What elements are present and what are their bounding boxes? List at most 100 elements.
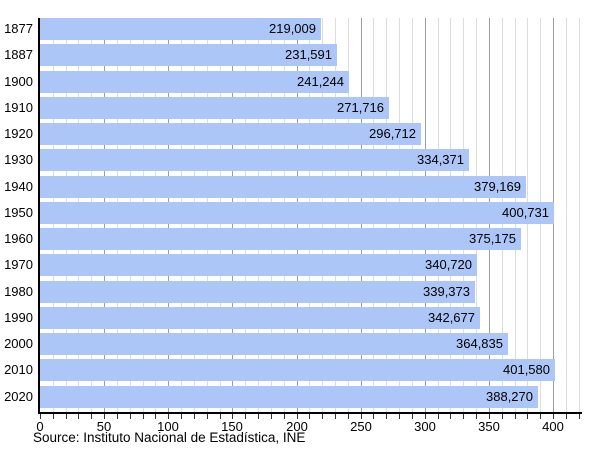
x-axis-tick [463,414,464,419]
bar-1920: 296,712 [40,123,421,145]
bar-1877: 219,009 [40,18,321,40]
x-axis-tick-label-200: 200 [286,419,308,434]
x-axis-tick [476,414,477,419]
bar-value-label: 231,591 [285,47,332,62]
bar-value-label: 219,009 [269,21,316,36]
x-axis-tick [143,414,144,419]
bar-1930: 334,371 [40,149,469,171]
bar-2020: 388,270 [40,386,538,408]
x-axis-tick [335,414,336,419]
x-axis-tick [155,414,156,419]
x-axis-tick [91,414,92,419]
bar-value-label: 342,677 [428,310,475,325]
x-axis-tick [66,414,67,419]
bar-1900: 241,244 [40,71,349,93]
x-axis-tick [168,414,169,419]
x-axis-tick [566,414,567,419]
y-axis-label-1940: 1940 [4,179,33,194]
y-axis-label-2020: 2020 [4,389,33,404]
bar-value-label: 334,371 [417,152,464,167]
y-axis-label-1877: 1877 [4,21,33,36]
y-axis-label-1887: 1887 [4,47,33,62]
x-axis-tick [309,414,310,419]
x-axis-tick [361,414,362,419]
x-axis-tick [579,414,580,419]
minor-gridline [579,18,580,412]
x-axis-tick-label-250: 250 [350,419,372,434]
x-axis-tick [373,414,374,419]
bar-value-label: 241,244 [297,74,344,89]
bar-1960: 375,175 [40,228,521,250]
x-axis-tick [438,414,439,419]
y-axis-label-2000: 2000 [4,336,33,351]
bar-value-label: 375,175 [469,231,516,246]
y-axis-line [38,18,40,414]
y-axis-label-1960: 1960 [4,231,33,246]
y-axis-label-1930: 1930 [4,152,33,167]
bar-1950: 400,731 [40,202,554,224]
x-axis-tick [232,414,233,419]
x-axis-tick [412,414,413,419]
x-axis-tick [181,414,182,419]
x-axis-tick-label-300: 300 [414,419,436,434]
y-axis-label-1980: 1980 [4,284,33,299]
x-axis-tick [284,414,285,419]
y-axis-label-1970: 1970 [4,257,33,272]
x-axis-tick [489,414,490,419]
x-axis-tick [40,414,41,419]
x-axis-tick [130,414,131,419]
plot-area: 219,009 231,591 241,244 271,716 296,712 334,3… [38,18,582,419]
x-axis-tick-label-350: 350 [478,419,500,434]
bar-value-label: 339,373 [423,284,470,299]
x-axis-tick [450,414,451,419]
x-axis-tick [553,414,554,419]
bar-value-label: 388,270 [486,389,533,404]
y-axis-label-1990: 1990 [4,310,33,325]
bar-2000: 364,835 [40,333,508,355]
bar-value-label: 271,716 [337,100,384,115]
x-axis-tick [425,414,426,419]
x-axis-tick [117,414,118,419]
minor-gridline [566,18,567,412]
x-axis-tick [271,414,272,419]
bar-1990: 342,677 [40,307,480,329]
x-axis-tick [104,414,105,419]
bar-value-label: 400,731 [502,205,549,220]
bar-1970: 340,720 [40,254,477,276]
x-axis-tick [348,414,349,419]
bar-1980: 339,373 [40,281,475,303]
bar-1940: 379,169 [40,176,526,198]
bar-1910: 271,716 [40,97,389,119]
x-axis-tick [78,414,79,419]
x-axis-tick [207,414,208,419]
bar-value-label: 296,712 [369,126,416,141]
x-axis-tick-label-50: 50 [96,419,112,434]
bar-2010: 401,580 [40,359,555,381]
bar-1887: 231,591 [40,44,337,66]
x-axis-tick [322,414,323,419]
y-axis-label-2010: 2010 [4,362,33,377]
bar-value-label: 379,169 [474,179,521,194]
x-axis-tick [220,414,221,419]
x-axis-tick [245,414,246,419]
x-axis-tick [399,414,400,419]
bar-value-label: 401,580 [503,362,550,377]
y-axis-label-1900: 1900 [4,74,33,89]
bar-value-label: 340,720 [425,257,472,272]
y-axis-label-1920: 1920 [4,126,33,141]
source-caption: Source: Instituto Nacional de Estadístic… [33,430,306,445]
x-axis-line [38,412,582,414]
x-axis-tick [194,414,195,419]
x-axis-tick [540,414,541,419]
y-axis-label-1910: 1910 [4,100,33,115]
x-axis-tick [515,414,516,419]
x-axis-tick [297,414,298,419]
x-axis-tick-label-100: 100 [157,419,179,434]
x-axis-tick-label-400: 400 [542,419,564,434]
x-axis-tick [527,414,528,419]
bar-value-label: 364,835 [456,336,503,351]
y-axis-label-1950: 1950 [4,205,33,220]
x-axis-tick [53,414,54,419]
x-axis-tick [502,414,503,419]
